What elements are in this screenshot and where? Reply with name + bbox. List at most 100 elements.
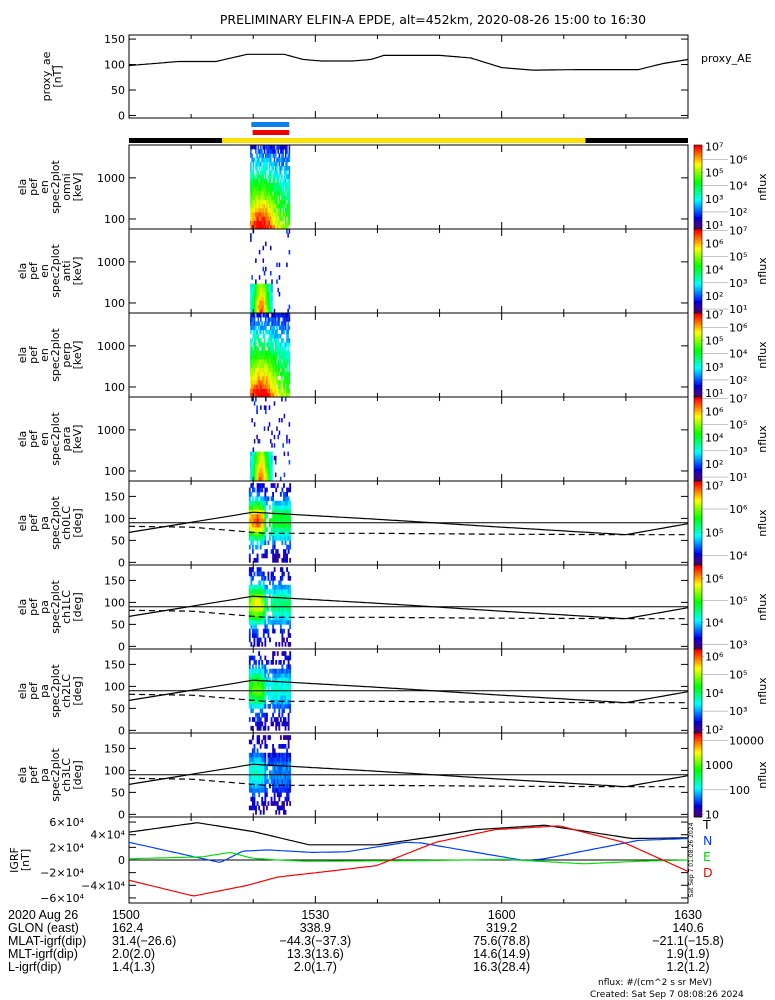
- pa-spectrogram-cell: [283, 668, 285, 674]
- colorbar-ch0LC-swatch: [694, 558, 702, 562]
- spectrogram-cell: [267, 355, 270, 360]
- spectrogram-cell: [268, 145, 271, 150]
- spectrogram-cell: [272, 187, 275, 192]
- spectrogram-cell: [284, 174, 287, 179]
- pa-spectrogram-cell: [278, 641, 281, 647]
- spectrogram-cell: [268, 216, 271, 221]
- spectrogram-cell: [286, 229, 288, 234]
- spectrogram-cell: [284, 224, 287, 230]
- spectrogram-cell: [255, 296, 257, 301]
- igrf-legend-T: T: [702, 817, 711, 832]
- pa-ylabel-ch3LC-line: pa: [38, 768, 51, 782]
- spectrogram-cell: [287, 325, 289, 331]
- spectrogram-cell: [287, 195, 289, 200]
- pa-spectrogram-cell: [248, 655, 251, 661]
- pa-spectrogram-cell: [248, 739, 251, 745]
- spectrogram-cell: [287, 376, 289, 381]
- colorbar-anti-swatch: [694, 271, 702, 274]
- spectrogram-cell: [272, 203, 275, 209]
- spectrogram-cell: [277, 367, 279, 373]
- colorbar-para-swatch: [694, 460, 702, 463]
- pa-spectrogram-cell: [262, 518, 265, 524]
- colorbar-para-swatch: [694, 470, 702, 474]
- pa-spectrogram-cell: [289, 703, 292, 709]
- pa-spectrogram-cell: [261, 619, 264, 625]
- pa-spectrogram-cell: [276, 535, 279, 541]
- spectrogram-cell: [277, 342, 279, 347]
- spectrogram-cell: [265, 174, 267, 179]
- colorbar-ch2LC-swatch: [694, 709, 702, 713]
- pa-spectrogram-cell: [258, 703, 261, 709]
- pa-spectrogram-cell: [269, 774, 271, 780]
- pa-spectrogram-cell: [278, 522, 281, 528]
- pa-spectrogram-cell: [283, 743, 285, 749]
- pa-spectrogram-cell: [250, 787, 253, 793]
- colorbar-para-swatch: [694, 407, 702, 411]
- pa-spectrogram-cell: [278, 787, 281, 793]
- pa-spectrogram-cell: [281, 602, 284, 608]
- pa-spectrogram-cell: [250, 522, 253, 528]
- pa-spectrogram-cell: [251, 597, 254, 603]
- pa-spectrogram-cell: [283, 557, 285, 563]
- pa-spectrogram-cell: [279, 770, 282, 776]
- pa-spectrogram-cell: [270, 589, 273, 594]
- pa-spectrogram-cell: [270, 752, 273, 758]
- spectrogram-cell: [276, 355, 278, 360]
- spectrogram-cell: [255, 350, 257, 356]
- pa-spectrogram-cell: [276, 593, 279, 599]
- pa-spectrogram-cell: [261, 611, 264, 616]
- pa-spectrogram-cell: [264, 628, 267, 634]
- pa-spectrogram-cell: [273, 796, 276, 802]
- spectrogram-cell: [258, 329, 261, 335]
- spectrogram-cell: [251, 468, 253, 473]
- spectrogram-cell: [250, 149, 252, 154]
- colorbar-perp-swatch: [694, 321, 702, 324]
- pa-spectrogram-cell: [250, 765, 253, 771]
- spectrogram-cell: [279, 346, 282, 352]
- pa-spectrogram-cell: [287, 717, 290, 722]
- spectrogram-cell: [271, 325, 273, 331]
- pa-spectrogram-cell: [281, 690, 284, 696]
- pa-spectrogram-cell: [251, 611, 254, 616]
- pa-spectrogram-cell: [286, 589, 288, 594]
- spectrogram-cell: [250, 317, 252, 322]
- spectrogram-cell: [276, 338, 278, 343]
- pa-spectrogram-cell: [256, 681, 259, 687]
- pa-spectrogram-cell: [269, 681, 271, 687]
- pa-spectrogram-cell: [265, 774, 268, 780]
- spectrogram-cell: [278, 170, 281, 175]
- pa-spectrogram-cell: [259, 677, 262, 683]
- pa-spectrogram-cell: [272, 500, 275, 506]
- spectrogram-cell: [266, 342, 268, 347]
- pa-spectrogram-cell: [256, 527, 259, 532]
- colorbar-perp-swatch: [694, 357, 702, 360]
- pa-spectrogram-cell: [248, 597, 251, 603]
- spectrogram-cell: [255, 149, 257, 154]
- spectrogram-cell: [255, 145, 257, 150]
- pa-spectrogram-cell: [276, 553, 279, 559]
- colorbar-perp-swatch: [694, 331, 702, 335]
- pa-spectrogram-cell: [259, 505, 262, 510]
- pa-spectrogram-cell: [259, 589, 262, 594]
- spectrogram-cell: [251, 451, 253, 457]
- plot-title: PRELIMINARY ELFIN-A EPDE, alt=452km, 202…: [220, 12, 646, 27]
- colorbar-omni-swatch: [694, 172, 702, 175]
- spectrogram-cell: [257, 476, 260, 482]
- colorbar-para-tick-label: 10¹: [729, 471, 747, 484]
- pa-spectrogram-cell: [272, 748, 275, 754]
- energy-ylabel-para-line: para: [60, 427, 73, 452]
- pa-spectrogram-cell: [279, 505, 282, 510]
- pa-spectrogram-cell: [276, 651, 279, 656]
- spectrogram-cell: [262, 178, 265, 184]
- spectrogram-cell: [284, 317, 287, 322]
- pa-spectrogram-cell: [264, 739, 267, 745]
- colorbar-ch1LC-swatch: [694, 609, 702, 612]
- spectrogram-cell: [273, 380, 276, 385]
- pa-spectrogram-cell: [270, 606, 273, 612]
- colorbar-ch0LC-swatch: [694, 491, 702, 495]
- spectrogram-cell: [256, 220, 258, 226]
- colorbar-omni-swatch: [694, 153, 702, 156]
- spectrogram-cell: [273, 384, 276, 389]
- pa-spectrogram-cell: [258, 761, 261, 767]
- colorbar-ch2LC-swatch: [694, 724, 702, 728]
